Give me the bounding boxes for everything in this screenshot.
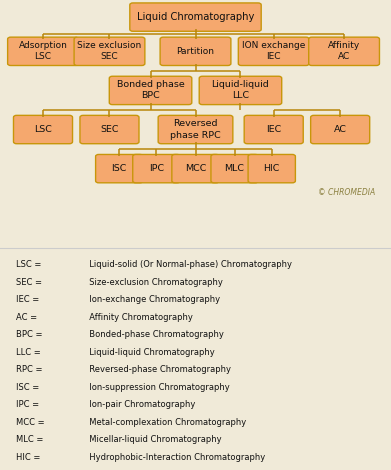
Text: MCC: MCC	[185, 164, 206, 173]
FancyBboxPatch shape	[239, 37, 309, 65]
Text: LLC =: LLC =	[16, 348, 40, 357]
Text: Ion-pair Chromatography: Ion-pair Chromatography	[84, 400, 196, 409]
FancyBboxPatch shape	[211, 155, 258, 183]
FancyBboxPatch shape	[13, 115, 73, 144]
FancyBboxPatch shape	[7, 37, 78, 65]
Text: SEC =: SEC =	[16, 278, 41, 287]
Text: Reversed
phase RPC: Reversed phase RPC	[170, 119, 221, 140]
FancyBboxPatch shape	[109, 76, 192, 105]
Text: RPC =: RPC =	[16, 365, 42, 374]
FancyBboxPatch shape	[158, 115, 233, 144]
Text: Size exclusion
SEC: Size exclusion SEC	[77, 41, 142, 62]
Text: Liquid-solid (Or Normal-phase) Chromatography: Liquid-solid (Or Normal-phase) Chromatog…	[84, 260, 292, 269]
Text: HIC: HIC	[264, 164, 280, 173]
Text: Size-exclusion Chromatography: Size-exclusion Chromatography	[84, 278, 223, 287]
Text: IEC =: IEC =	[16, 295, 39, 304]
FancyBboxPatch shape	[74, 37, 145, 65]
FancyBboxPatch shape	[160, 37, 231, 65]
Text: Hydrophobic-Interaction Chromatography: Hydrophobic-Interaction Chromatography	[84, 453, 265, 462]
FancyBboxPatch shape	[80, 115, 139, 144]
FancyBboxPatch shape	[199, 76, 282, 105]
FancyBboxPatch shape	[244, 115, 303, 144]
Text: Partition: Partition	[176, 47, 215, 56]
Text: SEC: SEC	[100, 125, 119, 134]
FancyBboxPatch shape	[309, 37, 379, 65]
Text: Liquid-liquid
LLC: Liquid-liquid LLC	[212, 80, 269, 101]
Text: MLC =: MLC =	[16, 435, 43, 444]
Text: HIC =: HIC =	[16, 453, 40, 462]
Text: ISC =: ISC =	[16, 383, 39, 392]
Text: AC =: AC =	[16, 313, 37, 321]
Text: ISC: ISC	[111, 164, 127, 173]
Text: Affinity Chromatography: Affinity Chromatography	[84, 313, 193, 321]
Text: MCC =: MCC =	[16, 417, 44, 427]
Text: AC: AC	[334, 125, 347, 134]
Text: Metal-complexation Chromatography: Metal-complexation Chromatography	[84, 417, 246, 427]
Text: © CHROMEDIA: © CHROMEDIA	[318, 188, 375, 197]
FancyBboxPatch shape	[130, 3, 261, 31]
FancyBboxPatch shape	[133, 155, 180, 183]
Text: ION exchange
IEC: ION exchange IEC	[242, 41, 305, 62]
FancyBboxPatch shape	[172, 155, 219, 183]
FancyBboxPatch shape	[248, 155, 296, 183]
Text: Liquid Chromatography: Liquid Chromatography	[137, 12, 254, 22]
Text: IPC =: IPC =	[16, 400, 39, 409]
Text: MLC: MLC	[224, 164, 245, 173]
Text: LSC =: LSC =	[16, 260, 41, 269]
Text: IEC: IEC	[266, 125, 282, 134]
Text: BPC =: BPC =	[16, 330, 42, 339]
Text: LSC: LSC	[34, 125, 52, 134]
Text: Ion-exchange Chromatography: Ion-exchange Chromatography	[84, 295, 220, 304]
Text: Ion-suppression Chromatography: Ion-suppression Chromatography	[84, 383, 230, 392]
FancyBboxPatch shape	[310, 115, 370, 144]
FancyBboxPatch shape	[95, 155, 143, 183]
Text: Adsorption
LSC: Adsorption LSC	[19, 41, 67, 62]
Text: Micellar-liquid Chromatography: Micellar-liquid Chromatography	[84, 435, 222, 444]
Text: Reversed-phase Chromatography: Reversed-phase Chromatography	[84, 365, 231, 374]
Text: Bonded phase
BPC: Bonded phase BPC	[117, 80, 185, 101]
Text: Bonded-phase Chromatography: Bonded-phase Chromatography	[84, 330, 224, 339]
Text: Affinity
AC: Affinity AC	[328, 41, 360, 62]
Text: Liquid-liquid Chromatography: Liquid-liquid Chromatography	[84, 348, 215, 357]
Text: IPC: IPC	[149, 164, 164, 173]
